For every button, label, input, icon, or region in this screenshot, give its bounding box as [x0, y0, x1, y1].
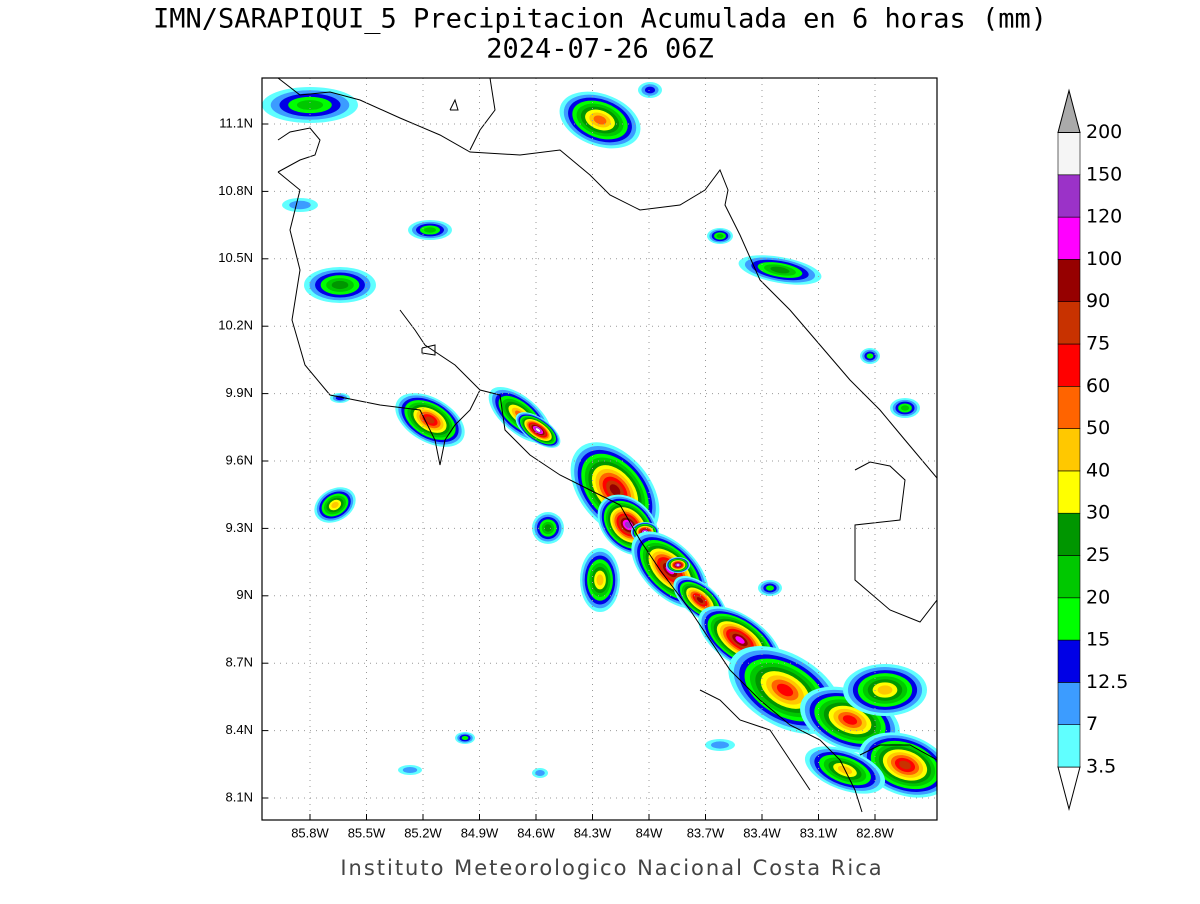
colorbar-band: [1057, 639, 1081, 683]
colorbar-band: [1057, 470, 1081, 514]
colorbar: 3.5 7 12.5 15 20 25 30 40 50 60 75 90 100 120 150 200: [1057, 88, 1128, 811]
colorbar-band: [1057, 174, 1081, 218]
colorbar-end: [1057, 88, 1081, 133]
lat-label: 9.3N: [226, 520, 253, 535]
subtitle: 2024-07-26 06Z: [486, 34, 714, 65]
colorbar-band: [1057, 259, 1081, 302]
lat-label: 9.6N: [226, 452, 253, 467]
colorbar-label: 15: [1086, 629, 1110, 651]
precip-contour: [877, 685, 893, 695]
lon-label: 83.1W: [800, 825, 838, 840]
colorbar-label: 120: [1086, 206, 1122, 228]
lon-label: 83.4W: [743, 825, 781, 840]
lat-label: 8.1N: [226, 789, 253, 804]
lat-label: 10.5N: [218, 250, 253, 265]
lon-label: 84.9W: [461, 825, 499, 840]
colorbar-band: [1057, 512, 1081, 556]
colorbar-label: 40: [1086, 459, 1110, 481]
colorbar-band: [1057, 682, 1081, 726]
precip-contour: [331, 501, 339, 509]
precip-contour: [624, 521, 632, 529]
precip-contour: [609, 484, 621, 496]
colorbar-band: [1057, 597, 1081, 641]
colorbar-label: 3.5: [1086, 756, 1116, 778]
lon-label: 85.8W: [291, 825, 329, 840]
precip-contour: [776, 683, 794, 697]
lon-label: 85.2W: [404, 825, 442, 840]
precip-contour: [696, 597, 704, 603]
lon-label: 84W: [636, 825, 663, 840]
precip-contour: [544, 524, 552, 532]
precip-contour: [766, 585, 774, 591]
lon-label: 82.8W: [856, 825, 894, 840]
title: IMN/SARAPIQUI_5 Precipitacion Acumulada …: [153, 4, 1047, 35]
colorbar-label: 20: [1086, 586, 1110, 608]
colorbar-label: 60: [1086, 375, 1110, 397]
colorbar-band: [1057, 343, 1081, 387]
colorbar-label: 150: [1086, 163, 1122, 185]
colorbar-end: [1057, 766, 1081, 811]
colorbar-band: [1057, 428, 1081, 472]
lat-label: 9N: [236, 587, 253, 602]
lat-label: 10.8N: [218, 183, 253, 198]
colorbar-band: [1057, 216, 1081, 260]
precip-contour: [644, 86, 656, 94]
precip-contour: [296, 100, 324, 110]
lat-label: 9.9N: [226, 385, 253, 400]
precip-contour: [535, 770, 545, 776]
precip-contour: [711, 741, 729, 749]
lon-label: 85.5W: [348, 825, 386, 840]
colorbar-band: [1057, 132, 1081, 176]
lat-label: 8.4N: [226, 722, 253, 737]
lon-label: 83.7W: [687, 825, 725, 840]
precip-contour: [842, 715, 858, 725]
map-frame: [261, 77, 938, 821]
precip-contour: [402, 767, 418, 773]
colorbar-band: [1057, 724, 1081, 768]
precip-contour: [596, 574, 604, 586]
precip-contour: [735, 636, 745, 644]
colorbar-label: 50: [1086, 417, 1110, 439]
colorbar-label: 90: [1086, 290, 1110, 312]
lon-label: 84.3W: [574, 825, 612, 840]
precip-contour: [535, 428, 541, 432]
precip-contour: [770, 266, 790, 274]
precip-contour: [716, 233, 724, 239]
graticule: 11.1N 10.8N 10.5N 10.2N 9.9N 9.6N 9.3N 9N 8.7N 8.…: [218, 78, 937, 840]
colorbar-band: [1057, 555, 1081, 599]
precip-contour: [461, 736, 469, 740]
colorbar-band: [1057, 385, 1081, 429]
precip-contour: [866, 353, 874, 359]
precip-contour: [898, 760, 912, 770]
colorbar-band: [1057, 301, 1081, 345]
precip-field: [262, 82, 937, 798]
colorbar-label: 25: [1086, 544, 1110, 566]
lat-label: 11.1N: [219, 115, 253, 130]
lat-label: 8.7N: [226, 655, 253, 670]
lon-label: 84.6W: [517, 825, 555, 840]
footer: Instituto Meteorologico Nacional Costa R…: [340, 856, 883, 880]
precip-contour: [425, 416, 435, 424]
colorbar-label: 75: [1086, 333, 1110, 355]
colorbar-label: 30: [1086, 502, 1110, 524]
colorbar-label: 100: [1086, 248, 1122, 270]
precip-contour: [593, 115, 607, 125]
colorbar-label: 12.5: [1086, 671, 1128, 693]
precip-contour: [331, 280, 349, 290]
lat-label: 10.2N: [218, 318, 253, 333]
colorbar-label: 7: [1086, 713, 1098, 735]
precip-contour: [900, 405, 910, 411]
precip-contour: [424, 227, 436, 233]
colorbar-label: 200: [1086, 121, 1122, 143]
precip-contour: [289, 200, 311, 210]
precip-contour: [676, 564, 680, 566]
